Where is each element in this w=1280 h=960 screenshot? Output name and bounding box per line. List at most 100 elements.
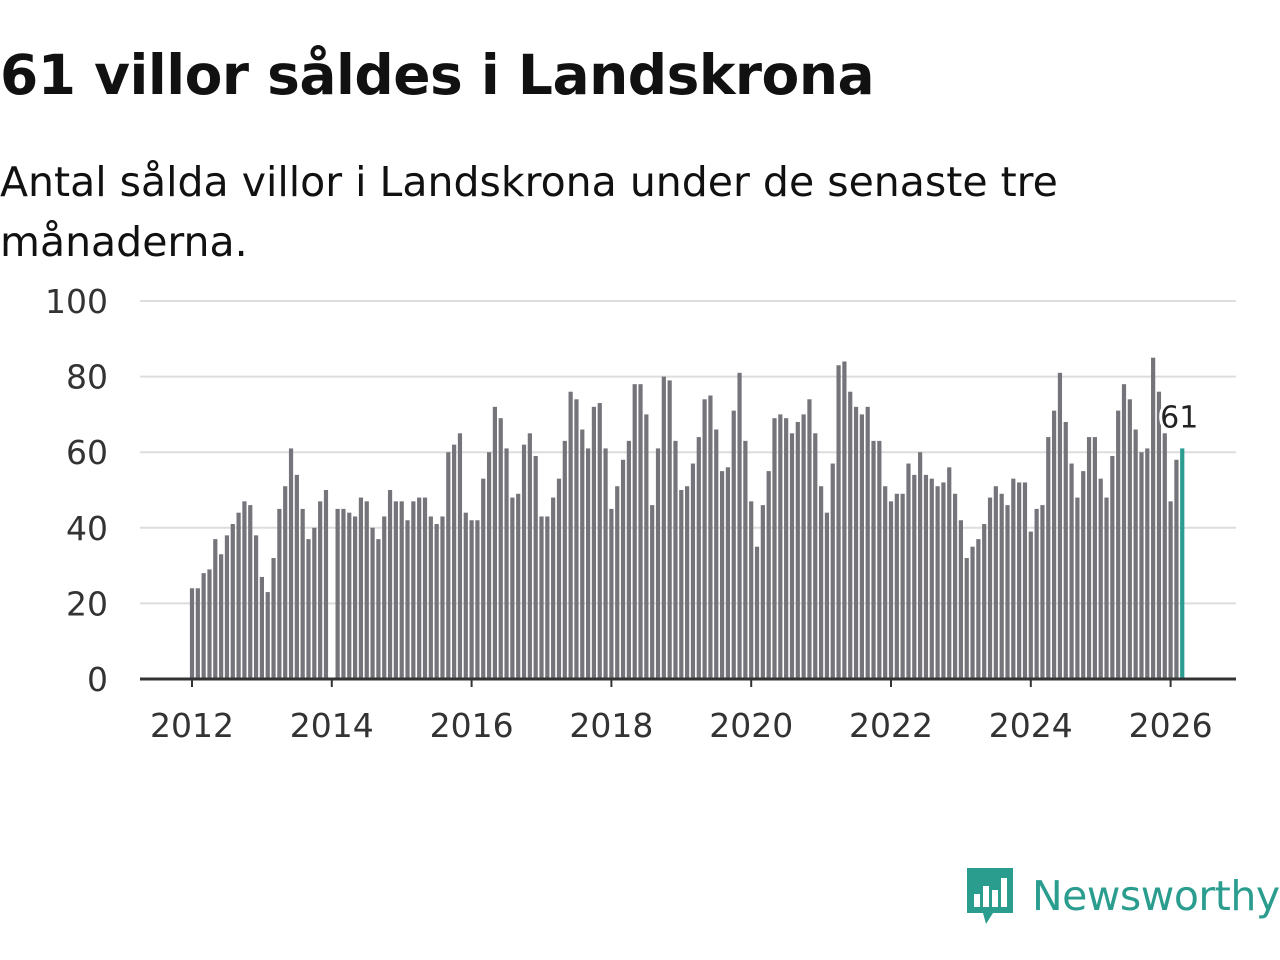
x-tick-label-2016: 2016 [430, 706, 514, 740]
bar [650, 505, 655, 679]
bar [1156, 391, 1162, 679]
bar [1052, 410, 1057, 679]
bar [772, 418, 777, 679]
bar [638, 384, 643, 679]
x-tick-label-2012: 2012 [150, 706, 234, 740]
bar [667, 380, 672, 679]
bar [848, 391, 853, 679]
bar [673, 440, 678, 679]
bar [213, 539, 218, 679]
bar [743, 440, 748, 679]
bar [1092, 437, 1097, 679]
bar [1040, 505, 1045, 679]
bar [947, 467, 952, 679]
bar [679, 490, 684, 679]
bar [976, 539, 981, 679]
bar [819, 486, 824, 679]
bar [626, 440, 631, 679]
bar [731, 410, 736, 679]
bar [323, 490, 329, 679]
bar [498, 418, 503, 679]
bar [749, 501, 754, 679]
bar [1139, 452, 1144, 679]
bar [201, 573, 206, 679]
bar [306, 539, 311, 679]
bar [492, 406, 497, 679]
bar [475, 520, 480, 679]
bar [597, 403, 602, 679]
bar [1005, 505, 1010, 679]
bar [271, 558, 276, 679]
x-tick-label-2020: 2020 [709, 706, 793, 740]
bar [556, 478, 562, 679]
bar [580, 429, 585, 679]
bar [760, 505, 765, 679]
x-tick-label-2018: 2018 [569, 706, 653, 740]
bar [941, 482, 946, 679]
bar [778, 414, 783, 679]
bar [1174, 459, 1179, 679]
bar [259, 576, 264, 679]
bar [446, 452, 451, 679]
bar [900, 493, 905, 679]
chart-title: 61 villor såldes i Landskrona [0, 43, 875, 107]
bar [923, 474, 929, 679]
bar [399, 501, 404, 679]
y-tick-label-40: 40 [66, 509, 108, 548]
bar [952, 493, 958, 679]
newsworthy-logo-icon [967, 868, 1013, 924]
bar [603, 448, 608, 679]
bar [341, 508, 346, 679]
bar [562, 440, 567, 679]
bar [1017, 482, 1022, 679]
bar [382, 516, 387, 679]
x-tick-label-2022: 2022 [849, 706, 933, 740]
bar [510, 497, 515, 679]
bar [877, 440, 882, 679]
bar [708, 395, 713, 679]
bar [1086, 437, 1092, 679]
bar [358, 497, 364, 679]
bar [1069, 463, 1074, 679]
y-tick-label-0: 0 [87, 660, 108, 699]
bar [417, 497, 422, 679]
bar [1028, 531, 1033, 679]
bar [253, 535, 259, 679]
x-tick-label-2024: 2024 [989, 706, 1073, 740]
bar [987, 497, 993, 679]
bar [661, 376, 666, 679]
bar [527, 433, 532, 679]
bar [1063, 421, 1068, 679]
bar [935, 486, 940, 679]
bar [836, 365, 841, 679]
bar [312, 527, 317, 679]
bar [300, 508, 305, 679]
chart-subtitle: Antal sålda villor i Landskrona under de… [0, 158, 1058, 266]
bar [789, 433, 795, 679]
bar [696, 437, 701, 679]
bar [1046, 437, 1051, 679]
bar [766, 471, 771, 679]
y-tick-label-60: 60 [66, 433, 108, 472]
bar [551, 497, 556, 679]
bar [533, 455, 538, 679]
bar [714, 429, 719, 679]
bar [452, 444, 457, 679]
bar [906, 463, 911, 679]
bar [1034, 508, 1039, 679]
bar [1162, 433, 1167, 679]
newsworthy-logo: Newsworthy [964, 864, 1280, 928]
bar [1075, 497, 1080, 679]
bar [801, 414, 806, 679]
bar [230, 524, 235, 679]
bar [440, 516, 445, 679]
bar [912, 474, 917, 679]
bar [486, 452, 492, 679]
bar [615, 486, 620, 679]
bar [248, 505, 253, 679]
bar-highlight [1180, 448, 1185, 679]
bar [364, 501, 369, 679]
bar [294, 474, 299, 679]
bar [964, 558, 969, 679]
bar [370, 527, 375, 679]
